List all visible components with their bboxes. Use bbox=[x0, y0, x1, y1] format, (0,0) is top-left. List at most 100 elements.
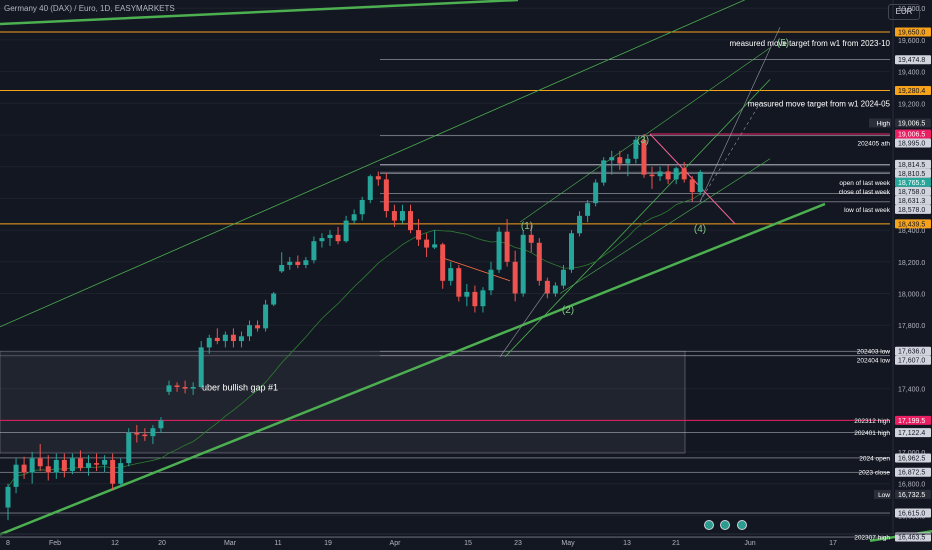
channel-line bbox=[519, 47, 771, 223]
price-tag bbox=[895, 177, 931, 187]
wave-label: (5) bbox=[777, 38, 789, 49]
candle-body bbox=[319, 238, 325, 242]
candle-body bbox=[158, 420, 164, 429]
time-tick-label: Apr bbox=[390, 540, 402, 547]
price-tag bbox=[895, 129, 931, 139]
price-tag bbox=[895, 55, 931, 65]
price-axis: 16,600.016,800.017,000.017,200.017,400.0… bbox=[839, 0, 931, 542]
price-tag-label: 17,636.0 bbox=[898, 349, 925, 356]
candle-body bbox=[375, 176, 381, 180]
indicator-dot-icon[interactable] bbox=[704, 520, 714, 530]
candle-body bbox=[45, 466, 51, 473]
level-note: High bbox=[877, 120, 891, 127]
price-tag-label: 19,006.5 bbox=[898, 131, 925, 138]
candle-body bbox=[263, 304, 269, 329]
price-tag-label: 17,199.5 bbox=[898, 418, 925, 425]
price-tag-label: 18,995.0 bbox=[898, 140, 925, 147]
indicator-dot-icon[interactable] bbox=[720, 520, 730, 530]
price-tag-label: 18,814.5 bbox=[898, 162, 925, 169]
candle-body bbox=[29, 458, 35, 473]
price-tag-label: 18,631.3 bbox=[898, 198, 925, 205]
candle-body bbox=[102, 459, 108, 465]
candle-body bbox=[673, 168, 679, 180]
candle-body bbox=[238, 336, 244, 342]
channel-line bbox=[559, 158, 771, 294]
price-tag bbox=[895, 532, 931, 542]
trendline bbox=[0, 0, 519, 26]
price-tag-label: 18,439.5 bbox=[898, 221, 925, 228]
price-tag bbox=[895, 355, 931, 365]
candle-body bbox=[480, 290, 486, 307]
time-tick-label: 21 bbox=[672, 540, 680, 547]
candle-body bbox=[351, 214, 357, 221]
price-tag bbox=[895, 489, 931, 499]
candle-body bbox=[432, 244, 438, 248]
wave-label: (2) bbox=[562, 305, 574, 316]
candle-body bbox=[303, 260, 309, 265]
candle-body bbox=[520, 234, 526, 294]
candle-body bbox=[641, 139, 647, 175]
time-tick-label: Jun bbox=[744, 540, 755, 547]
price-tag-label: 17,607.0 bbox=[898, 358, 925, 365]
candle-body bbox=[593, 182, 599, 204]
time-tick-label: 17 bbox=[829, 540, 837, 547]
candle-body bbox=[166, 385, 172, 392]
candle-body bbox=[504, 231, 510, 262]
currency-button[interactable]: EUR bbox=[888, 4, 920, 20]
price-tag bbox=[895, 159, 931, 169]
time-tick-label: 8 bbox=[6, 540, 10, 547]
price-tag-label: 17,122.4 bbox=[898, 430, 925, 437]
price-tick-label: 19,800.0 bbox=[898, 6, 925, 13]
candle-body bbox=[198, 347, 204, 388]
price-tick-label: 19,200.0 bbox=[898, 101, 925, 108]
price-tag-label: 18,578.0 bbox=[898, 207, 925, 214]
time-tick-label: Mar bbox=[224, 540, 237, 547]
price-tag bbox=[895, 346, 931, 356]
annotations: (1)(2)(3)(4)(5)measured move target from… bbox=[202, 38, 891, 393]
price-tick-label: 19,400.0 bbox=[898, 70, 925, 77]
price-tag bbox=[895, 467, 931, 477]
candle-body bbox=[182, 387, 188, 389]
level-note: open of last week bbox=[839, 180, 890, 187]
candle-body bbox=[657, 171, 663, 177]
price-tag-label: 16,463.5 bbox=[898, 535, 925, 542]
moving-average-line bbox=[7, 193, 701, 488]
time-tick-label: 13 bbox=[623, 540, 631, 547]
candle-body bbox=[399, 211, 405, 221]
level-note-bg bbox=[869, 118, 891, 128]
candle-body bbox=[5, 486, 11, 508]
time-tick-label: 19 bbox=[324, 540, 332, 547]
candle-body bbox=[408, 211, 413, 231]
wave-label: (1) bbox=[521, 221, 533, 232]
price-tag bbox=[895, 168, 931, 178]
candle-body bbox=[367, 176, 373, 200]
orange-trendline bbox=[439, 256, 511, 282]
candle-body bbox=[206, 337, 212, 348]
price-tag bbox=[895, 138, 931, 148]
price-tag bbox=[895, 118, 931, 128]
price-tag-label: 19,650.0 bbox=[898, 29, 925, 36]
time-tick-label: May bbox=[561, 540, 575, 547]
candle-body bbox=[230, 334, 236, 342]
candle-body bbox=[528, 234, 534, 243]
candle-body bbox=[488, 269, 494, 291]
candle-body bbox=[544, 280, 550, 294]
candle-body bbox=[86, 463, 91, 468]
candle-body bbox=[37, 458, 43, 467]
projection-line bbox=[499, 285, 551, 358]
price-tick-label: 18,000.0 bbox=[898, 292, 925, 299]
indicator-dot-icon[interactable] bbox=[737, 520, 747, 530]
gap-zone bbox=[0, 350, 686, 454]
candle-body bbox=[94, 463, 100, 465]
candle-body bbox=[665, 171, 671, 180]
price-tag-label: 18,758.0 bbox=[898, 189, 925, 196]
candle-body bbox=[383, 179, 389, 212]
time-tick-label: 23 bbox=[514, 540, 522, 547]
annotation-text: measured move target from w1 from 2023-1… bbox=[729, 39, 890, 48]
annotation-text: uber bullish gap #1 bbox=[202, 383, 278, 393]
candle-body bbox=[464, 291, 470, 297]
candle-body bbox=[552, 285, 558, 294]
price-tag-label: 19,006.5 bbox=[898, 120, 925, 127]
price-tag-label: 18,765.5 bbox=[898, 180, 925, 187]
